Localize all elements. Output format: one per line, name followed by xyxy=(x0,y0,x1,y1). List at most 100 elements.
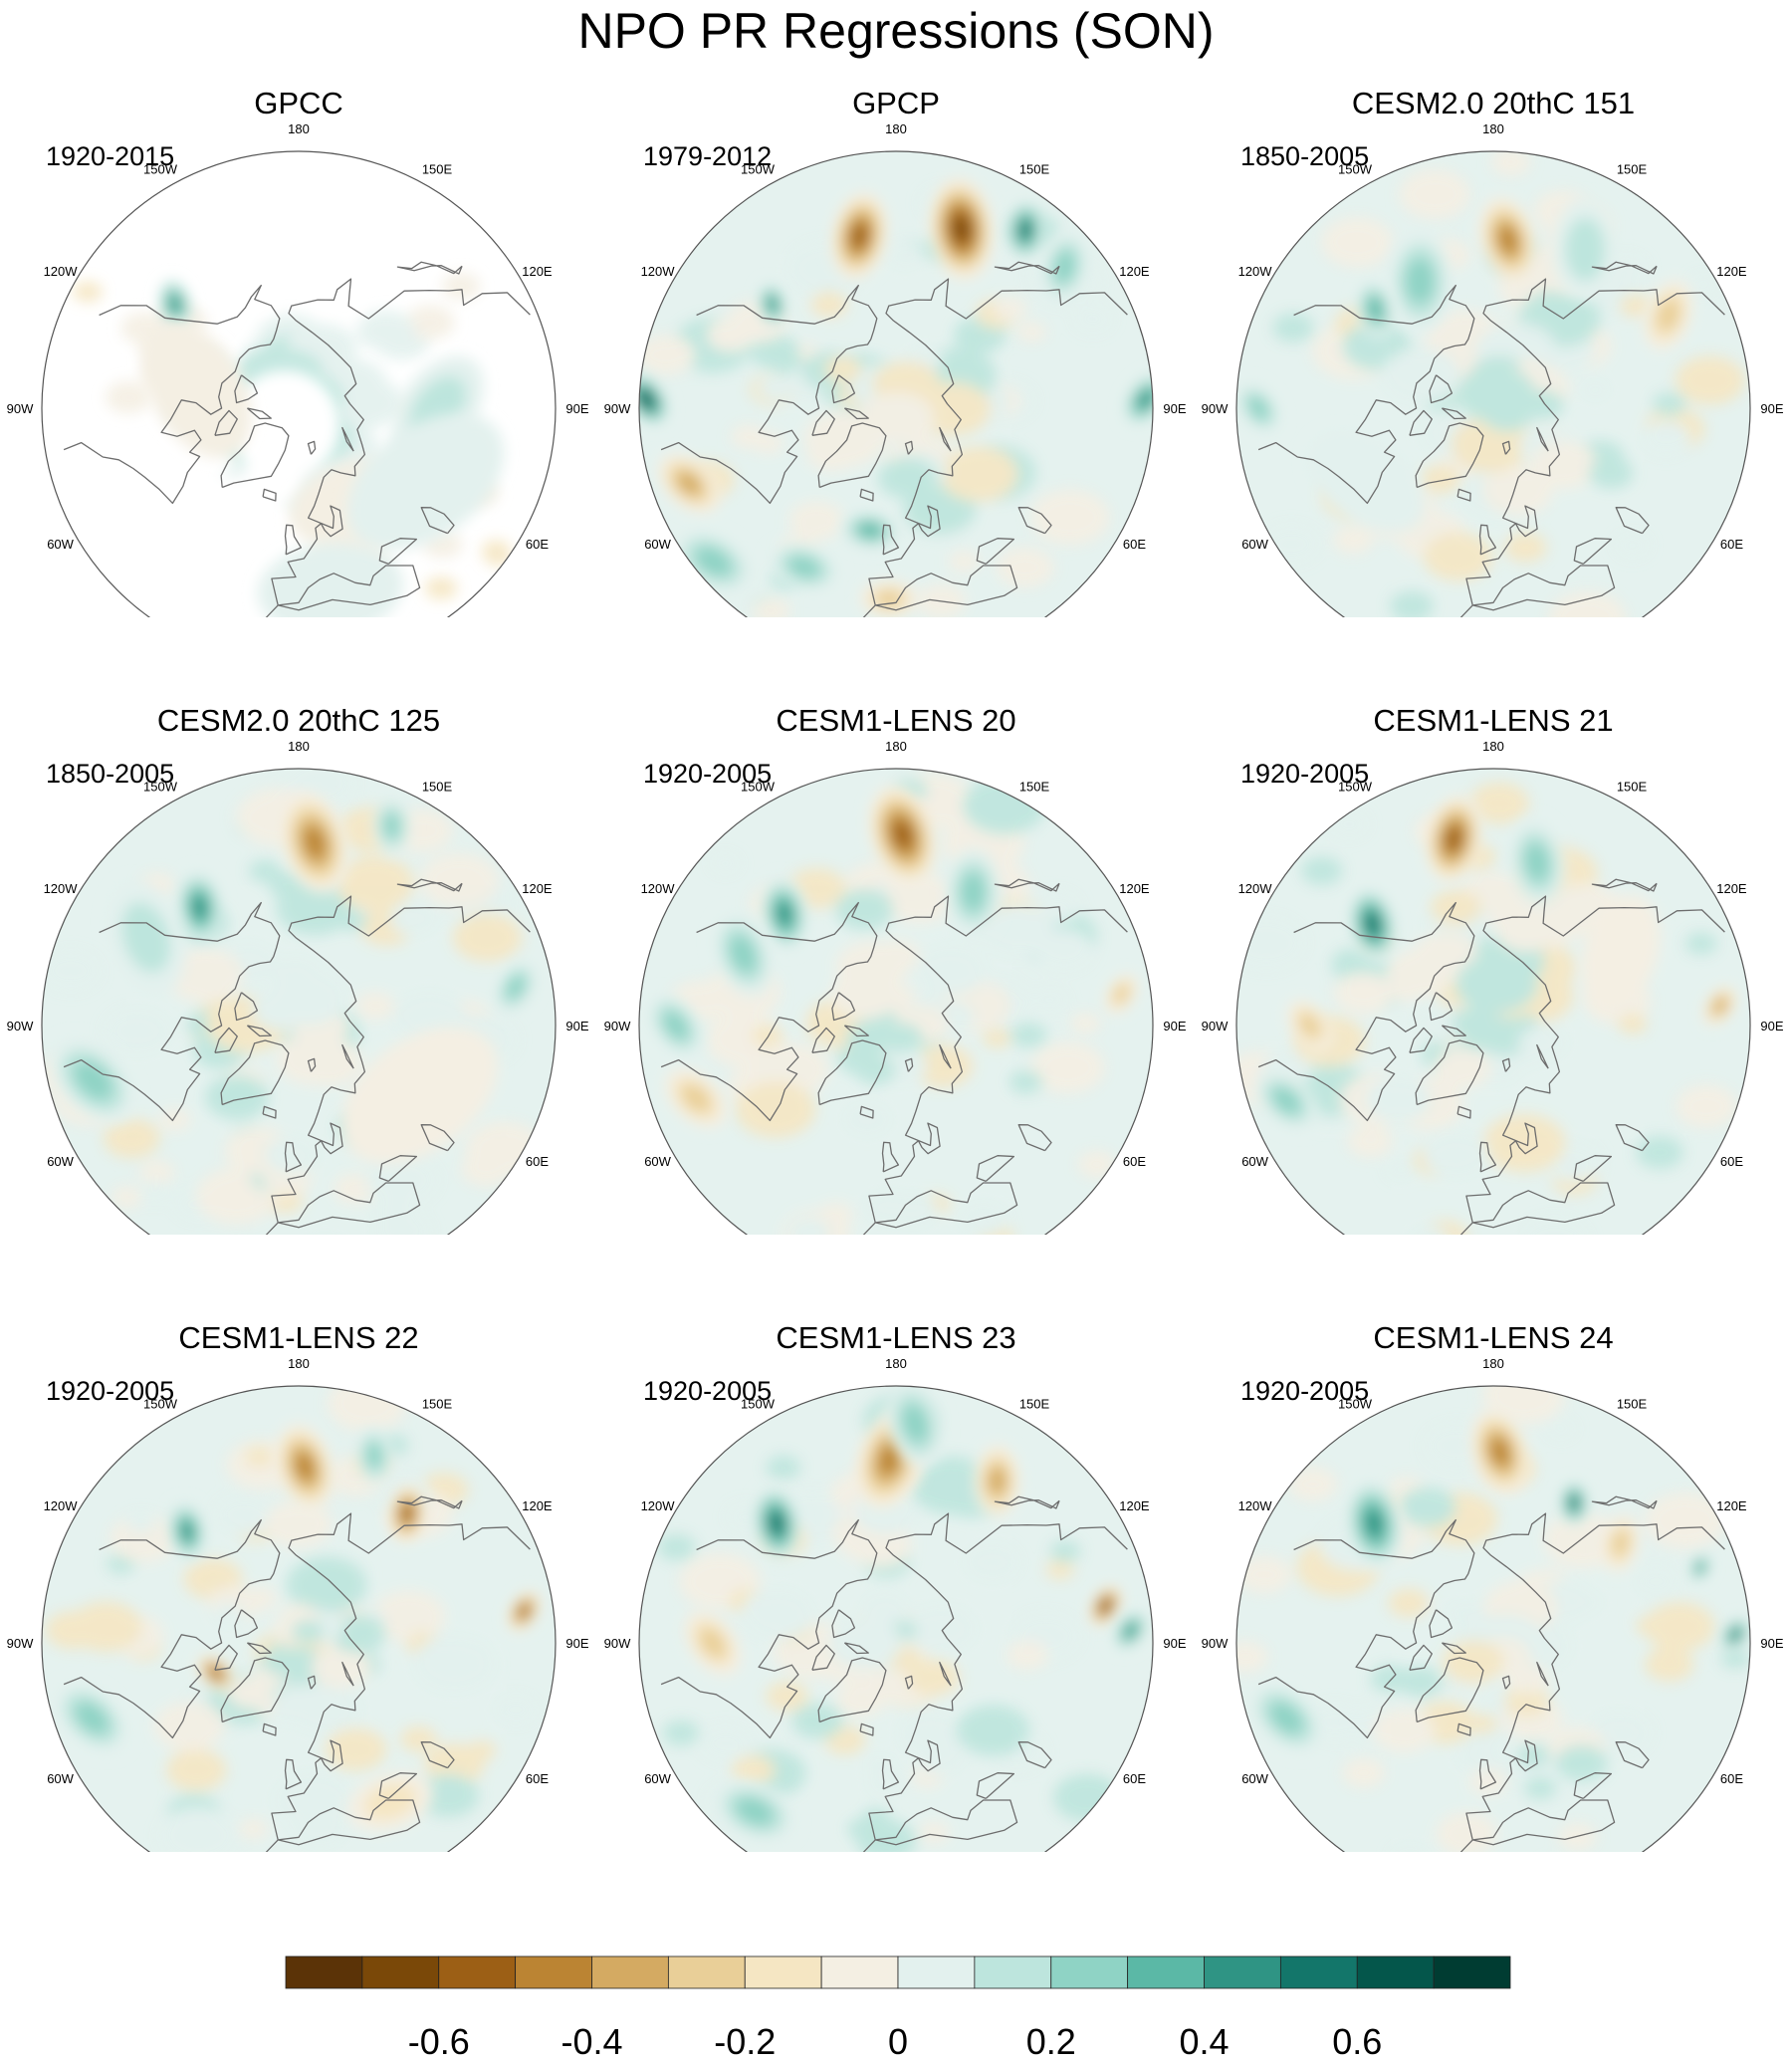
longitude-label: 120W xyxy=(1238,881,1273,896)
field-patch xyxy=(752,597,790,617)
field-patch xyxy=(1333,972,1393,1015)
field-patch xyxy=(958,1201,1008,1235)
panel-title: CESM1-LENS 21 xyxy=(1373,703,1614,738)
anomaly-feature xyxy=(1348,887,1397,961)
coastline xyxy=(1456,1722,1471,1736)
field-patch xyxy=(1518,1026,1569,1061)
field-patch xyxy=(286,1556,367,1614)
field-patch xyxy=(1517,1743,1550,1767)
longitude-label: 120E xyxy=(522,264,553,279)
colorbar-cell xyxy=(1279,1955,1358,1989)
field-patch xyxy=(964,1542,1020,1582)
coastline xyxy=(881,1758,900,1790)
field-patch xyxy=(907,1659,960,1697)
field-patch xyxy=(1435,1812,1498,1852)
coastline xyxy=(660,284,878,505)
anomaly-feature xyxy=(1307,430,1426,534)
field-patch xyxy=(639,335,695,376)
coastline xyxy=(396,261,463,275)
longitude-label: 120W xyxy=(641,881,676,896)
coastline xyxy=(1456,488,1471,502)
field-patch xyxy=(441,272,481,300)
longitude-label: 180 xyxy=(288,121,310,136)
field-patch xyxy=(854,1055,896,1085)
field-patch xyxy=(493,1694,539,1725)
field-patch xyxy=(948,550,980,573)
panel-period: 1920-2005 xyxy=(643,759,773,789)
colorbar-tick-label: -0.6 xyxy=(407,2021,470,2062)
field-patch xyxy=(700,1725,752,1762)
field-patch xyxy=(1524,1776,1557,1800)
colorbar-tick-label: 0 xyxy=(887,2021,909,2062)
field-patch xyxy=(372,1590,446,1643)
anomaly-feature xyxy=(769,542,840,592)
coastline xyxy=(223,1222,279,1235)
coastline xyxy=(223,1839,279,1852)
field-patch xyxy=(1007,1640,1049,1670)
field-patch xyxy=(1399,1487,1456,1527)
coastline xyxy=(396,878,463,892)
field-patch xyxy=(355,992,396,1020)
anomaly-feature xyxy=(1702,986,1737,1027)
field-patch xyxy=(1049,1540,1081,1563)
longitude-label: 60W xyxy=(1241,1154,1268,1169)
anomaly-feature xyxy=(168,1501,206,1561)
field-patch xyxy=(1580,379,1611,401)
coastline xyxy=(1573,1772,1613,1800)
coastline xyxy=(278,1799,421,1846)
coastline xyxy=(904,440,914,455)
field-patch xyxy=(483,546,513,567)
field-patch xyxy=(356,310,416,351)
field-patch xyxy=(1010,1022,1047,1048)
field-patch xyxy=(1469,782,1530,824)
coastline xyxy=(1591,261,1658,275)
longitude-label: 180 xyxy=(1482,739,1504,754)
field-patch xyxy=(865,1769,907,1798)
coastline xyxy=(1465,1512,1725,1841)
field-patch xyxy=(994,296,1028,321)
anomaly-feature xyxy=(197,1655,235,1692)
field-patch xyxy=(1321,217,1394,268)
colorbar-cell xyxy=(361,1955,440,1989)
longitude-label: 90E xyxy=(1163,1019,1186,1033)
anomaly-feature xyxy=(639,372,670,426)
field-patch xyxy=(766,1681,809,1712)
field-patch xyxy=(1342,1757,1386,1788)
coastline xyxy=(214,1027,238,1053)
field-patch xyxy=(1236,915,1306,971)
coastline xyxy=(1418,1222,1473,1235)
coastline xyxy=(341,426,354,452)
field-patch xyxy=(657,1533,696,1561)
field-patch xyxy=(337,910,367,931)
longitude-label: 60W xyxy=(644,537,671,552)
coastline xyxy=(976,1772,1015,1800)
coastline xyxy=(1429,992,1454,1022)
map-boundary xyxy=(638,1385,1154,1852)
field-patch xyxy=(915,944,987,995)
field-patch xyxy=(73,281,104,303)
anomaly-feature xyxy=(1560,1481,1588,1525)
map-panel: 180150E120E90E60E30E030W60W90W120W150WGP… xyxy=(597,0,1195,617)
field-patch xyxy=(662,1719,700,1746)
anomaly-feature xyxy=(761,877,808,951)
longitude-label: 60W xyxy=(47,1154,74,1169)
longitude-label: 120W xyxy=(44,881,79,896)
field-patch xyxy=(1546,1418,1577,1440)
longitude-label: 150W xyxy=(1338,162,1373,177)
longitude-label: 90W xyxy=(1202,401,1229,416)
field-patch xyxy=(139,1160,175,1185)
coastline xyxy=(811,1644,835,1671)
field-patch xyxy=(1328,810,1369,839)
field-patch xyxy=(327,1386,407,1432)
field-patch xyxy=(1332,525,1374,555)
field-patch xyxy=(242,1586,278,1611)
field-patch xyxy=(452,913,523,963)
coastline xyxy=(904,1057,914,1072)
coastline xyxy=(220,1657,290,1723)
field-patch xyxy=(1468,1768,1508,1795)
longitude-label: 120E xyxy=(1716,881,1747,896)
colorbar-cell xyxy=(820,1955,899,1989)
field-patch xyxy=(887,1193,938,1229)
coastline xyxy=(994,1495,1060,1509)
anomaly-feature xyxy=(1478,196,1537,284)
